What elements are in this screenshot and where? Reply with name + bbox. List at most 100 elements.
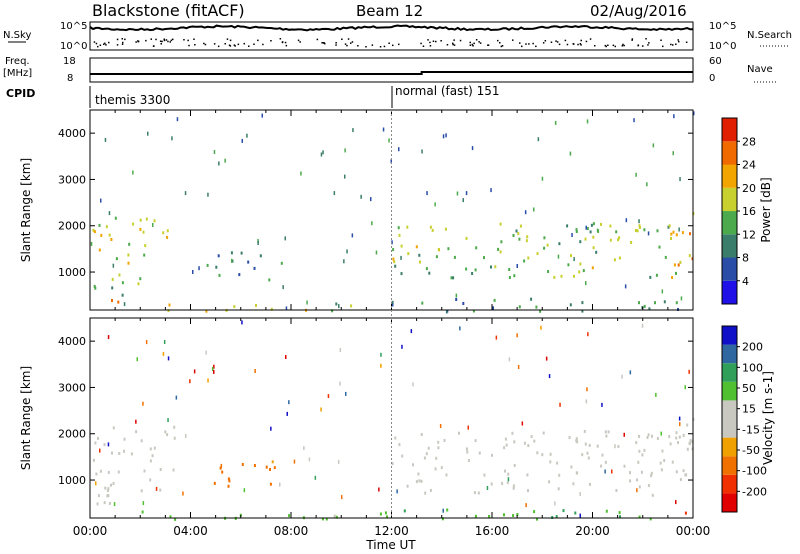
scatter-echo-cell bbox=[142, 401, 144, 406]
scatter-echo-cell bbox=[300, 171, 302, 176]
scatter-echo-cell bbox=[192, 270, 194, 274]
search-noise-dot bbox=[685, 41, 688, 43]
echo-cell bbox=[269, 482, 272, 486]
echo-cell bbox=[549, 460, 552, 464]
search-noise-dot bbox=[108, 41, 110, 44]
scatter-echo-cell bbox=[660, 431, 662, 436]
echo-cell bbox=[558, 473, 561, 477]
echo-cell bbox=[669, 442, 672, 446]
search-noise-dot bbox=[612, 44, 615, 47]
echo-cell bbox=[391, 300, 394, 304]
scatter-echo-cell bbox=[345, 391, 347, 396]
echo-cell bbox=[493, 298, 496, 302]
search-noise-dot bbox=[299, 41, 301, 43]
scatter-echo-cell bbox=[322, 150, 324, 155]
echo-cell bbox=[97, 436, 99, 440]
echo-cell bbox=[516, 513, 519, 516]
echo-cell bbox=[93, 230, 96, 234]
search-noise-dot bbox=[472, 45, 474, 47]
colorbar-segment bbox=[722, 456, 737, 475]
echo-cell bbox=[418, 253, 421, 257]
echo-cell bbox=[679, 478, 682, 481]
echo-cell bbox=[675, 271, 677, 275]
echo-cell bbox=[117, 300, 120, 304]
scatter-echo-cell bbox=[213, 150, 216, 154]
echo-cell bbox=[618, 511, 621, 515]
search-noise-dot bbox=[95, 42, 98, 45]
echo-cell bbox=[629, 471, 631, 475]
scatter-echo-cell bbox=[185, 433, 187, 438]
scatter-echo-cell bbox=[439, 424, 442, 428]
echo-cell bbox=[112, 482, 115, 485]
echo-cell bbox=[635, 441, 638, 445]
echo-cell bbox=[592, 235, 595, 239]
scatter-echo-cell bbox=[571, 233, 573, 237]
echo-cell bbox=[423, 456, 426, 460]
echo-cell bbox=[132, 222, 135, 226]
echo-cell bbox=[588, 443, 591, 447]
echo-cell bbox=[153, 446, 156, 450]
scatter-echo-cell bbox=[99, 448, 101, 453]
scatter-echo-cell bbox=[678, 227, 680, 232]
echo-cell bbox=[213, 481, 216, 485]
echo-cell bbox=[112, 426, 115, 430]
echo-cell bbox=[149, 459, 152, 463]
search-noise-dot bbox=[193, 38, 195, 40]
echo-cell bbox=[391, 303, 394, 307]
echo-cell bbox=[675, 301, 678, 305]
colorbar-tick-label: 50 bbox=[742, 382, 756, 395]
scatter-echo-cell bbox=[293, 459, 296, 464]
echo-cell bbox=[660, 468, 663, 472]
echo-cell bbox=[379, 512, 382, 516]
search-noise-dot bbox=[435, 40, 437, 43]
colorbar-segment bbox=[722, 419, 737, 438]
echo-cell bbox=[240, 251, 243, 255]
nave-tick-bottom: 0 bbox=[709, 73, 715, 84]
velocity-x-ticks bbox=[89, 318, 694, 518]
scatter-echo-cell bbox=[554, 120, 557, 125]
scatter-echo-cell bbox=[360, 194, 362, 199]
search-noise-dot bbox=[550, 41, 553, 43]
y-tick-label: 3000 bbox=[58, 173, 86, 186]
echo-cell bbox=[543, 246, 546, 250]
echo-cell bbox=[670, 237, 672, 240]
echo-cell bbox=[465, 447, 468, 451]
scatter-echo-cell bbox=[378, 487, 380, 492]
echo-cell bbox=[437, 248, 440, 251]
echo-cell bbox=[526, 473, 529, 477]
echo-cell bbox=[527, 489, 529, 493]
echo-cell bbox=[677, 441, 679, 445]
echo-cell bbox=[111, 277, 114, 281]
echo-cell bbox=[497, 247, 500, 251]
echo-cell bbox=[596, 228, 599, 232]
noise-right-tick-bottom: 10^0 bbox=[709, 41, 736, 52]
search-noise-dot bbox=[631, 38, 634, 40]
echo-cell bbox=[104, 486, 107, 490]
search-noise-dot bbox=[427, 39, 429, 41]
scatter-echo-cell bbox=[455, 293, 458, 298]
echo-cell bbox=[434, 467, 437, 471]
echo-cell bbox=[549, 452, 552, 456]
echo-cell bbox=[105, 225, 108, 229]
echo-cell bbox=[553, 275, 556, 279]
search-noise-dot bbox=[203, 42, 205, 45]
echo-cell bbox=[230, 251, 233, 255]
search-noise-dot bbox=[253, 43, 255, 45]
echo-cell bbox=[590, 223, 593, 227]
search-noise-dot bbox=[572, 43, 574, 45]
scatter-echo-cell bbox=[341, 495, 343, 500]
scatter-echo-cell bbox=[638, 219, 640, 224]
scatter-echo-cell bbox=[333, 191, 336, 196]
power-ylabel: Slant Range [km] bbox=[19, 158, 33, 262]
x-tick-label: 12:00 bbox=[374, 524, 409, 538]
echo-cell bbox=[526, 235, 529, 239]
velocity-colorbar-label: Velocity [m s-1] bbox=[761, 371, 775, 465]
colorbar-frame bbox=[721, 325, 738, 513]
echo-cell bbox=[206, 263, 209, 267]
cpid-mode-1: themis 3300 bbox=[95, 93, 170, 107]
scatter-echo-cell bbox=[224, 158, 226, 163]
search-noise-dot bbox=[432, 40, 435, 42]
echo-cell bbox=[647, 484, 650, 487]
scatter-echo-cell bbox=[557, 254, 560, 259]
echo-cell bbox=[173, 436, 176, 440]
